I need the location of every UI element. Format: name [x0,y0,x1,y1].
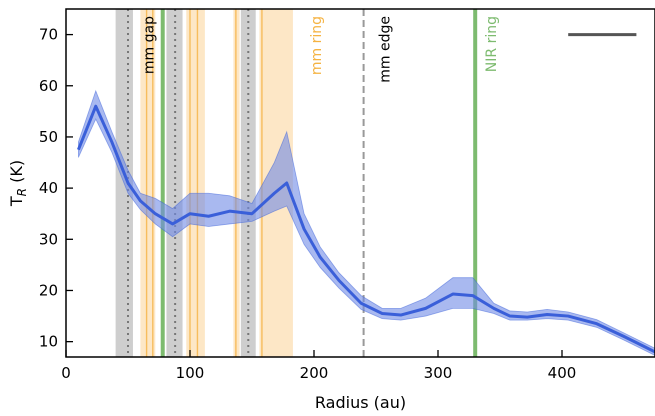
y-axis-label: TR (K) [7,160,29,207]
x-axis-label: Radius (au) [315,393,406,412]
y-axis-label-main: T [7,196,26,207]
y-tick-label: 60 [39,77,58,95]
mm-ring-band-2 [186,9,205,357]
data-layer [77,89,655,356]
y-tick-label: 20 [39,281,58,299]
mm-gap-annotation: mm gap [142,16,158,74]
mm-ring-annotation: mm ring [309,16,325,75]
mm-ring-band-1 [140,9,156,357]
y-tick-label: 30 [39,230,58,248]
tick-layer: 0 100 200 300 400 10 20 30 40 50 60 70 [39,26,576,382]
y-axis-label-subscript: R [15,188,29,196]
y-tick-label: 40 [39,179,58,197]
plot-frame [65,8,655,358]
x-tick-label: 400 [548,364,577,382]
series-1-line [77,104,655,354]
x-tick-label: 300 [424,364,453,382]
y-tick-label: 70 [39,26,58,44]
y-tick-label: 50 [39,128,58,146]
y-axis-label-unit: (K) [7,160,26,188]
x-tick-label: 0 [61,364,71,382]
x-tick-label: 200 [300,364,329,382]
annotation-layer: mm gap mm ring mm edge NIR ring [142,16,637,83]
series-1-uncertainty-band [78,89,655,356]
y-tick-label: 10 [39,333,58,351]
nir-ring-annotation: NIR ring [484,16,500,72]
x-tick-label: 100 [176,364,205,382]
mm-edge-annotation: mm edge [378,16,394,83]
